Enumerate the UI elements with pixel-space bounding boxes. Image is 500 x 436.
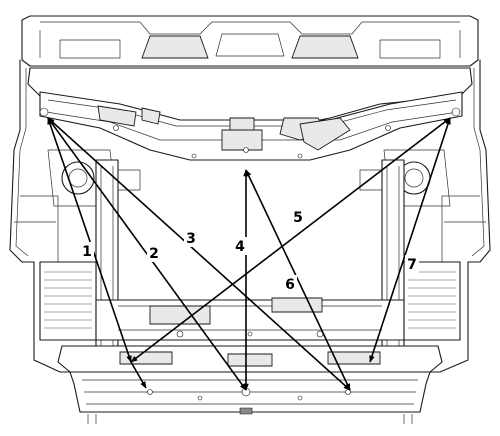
measure-label-6: 6 xyxy=(285,277,295,293)
measure-label-1: 1 xyxy=(82,244,92,260)
measurement-labels: 1 2 3 4 5 6 7 xyxy=(80,208,419,293)
bumper-beam xyxy=(57,345,443,424)
measure-label-7: 7 xyxy=(407,257,417,273)
measure-line-6 xyxy=(245,169,351,391)
measure-label-2: 2 xyxy=(149,246,159,262)
upper-cross-member xyxy=(27,67,473,161)
measure-label-3: 3 xyxy=(186,231,196,247)
measure-label-4: 4 xyxy=(235,239,245,255)
measure-line-7 xyxy=(369,117,451,363)
body-outline xyxy=(9,15,491,373)
measurement-lines xyxy=(47,117,451,391)
measure-label-5: 5 xyxy=(293,210,303,226)
